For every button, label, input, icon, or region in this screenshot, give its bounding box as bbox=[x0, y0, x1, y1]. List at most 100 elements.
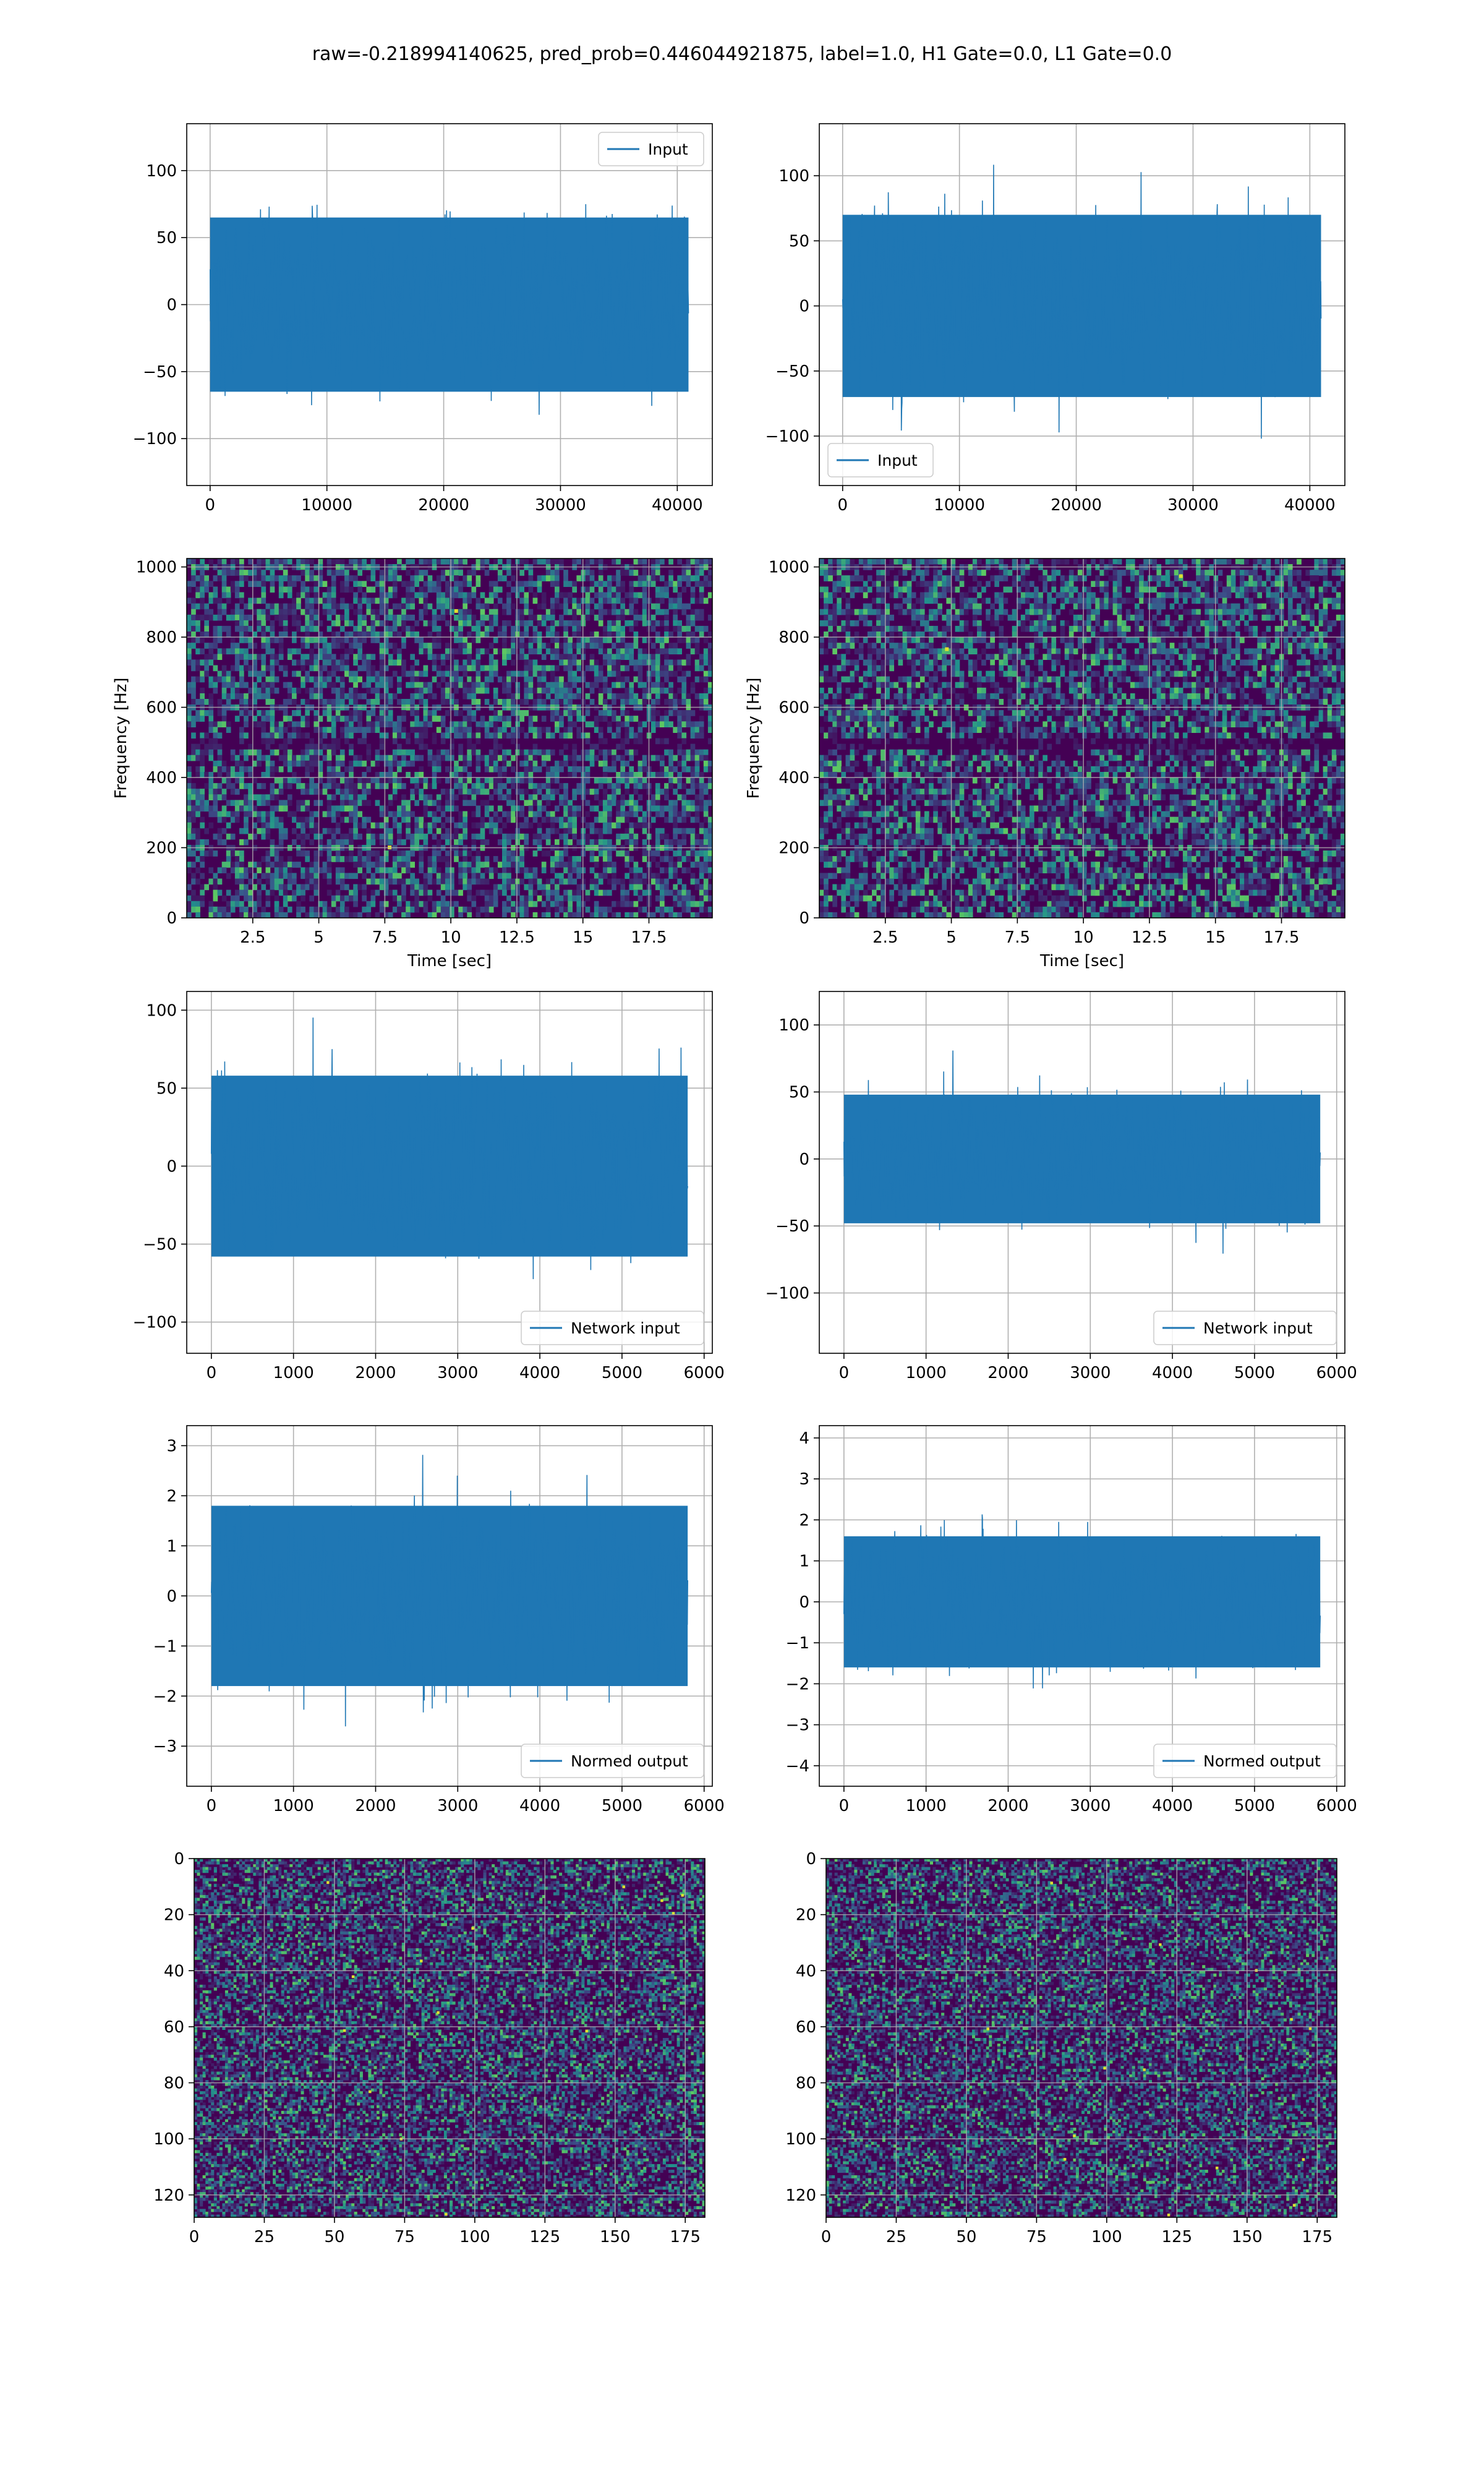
normed-output-l1-ytick-label: −3 bbox=[786, 1716, 809, 1735]
spectrogram-l1-xtick-label: 7.5 bbox=[1005, 928, 1030, 947]
network-map-l1-ytick-label: 0 bbox=[806, 1850, 816, 1868]
network-input-l1-xtick-label: 1000 bbox=[906, 1364, 947, 1382]
network-map-l1-xtick-label: 125 bbox=[1161, 2228, 1192, 2246]
network-map-h1-xtick-label: 175 bbox=[670, 2228, 701, 2246]
input-h1-xtick-label: 0 bbox=[205, 496, 216, 515]
input-h1-xtick-label: 20000 bbox=[418, 496, 469, 515]
spectrogram-l1-ylabel: Frequency [Hz] bbox=[744, 677, 763, 798]
network-input-h1-legend: Network input bbox=[521, 1311, 704, 1345]
spectrogram-h1-ytick-label: 600 bbox=[146, 699, 177, 717]
spectrogram-h1-ytick-label: 400 bbox=[146, 769, 177, 787]
network-map-h1-xtick-label: 25 bbox=[254, 2228, 275, 2246]
network-input-l1-xtick-label: 4000 bbox=[1152, 1364, 1193, 1382]
network-input-l1-xtick-label: 2000 bbox=[987, 1364, 1028, 1382]
network-map-l1-xtick-label: 25 bbox=[886, 2228, 906, 2246]
network-map-l1-ytick-label: 100 bbox=[785, 2130, 816, 2149]
network-input-l1-ytick-label: 0 bbox=[799, 1150, 809, 1169]
network-map-h1-xtick-label: 100 bbox=[459, 2228, 490, 2246]
network-input-l1-ytick-label: −50 bbox=[775, 1217, 809, 1236]
spectrogram-h1-xtick-label: 10 bbox=[441, 928, 461, 947]
input-l1-ytick-label: 100 bbox=[778, 167, 809, 186]
normed-output-l1-xtick-label: 6000 bbox=[1316, 1797, 1357, 1815]
spectrogram-h1-frame bbox=[186, 558, 713, 918]
network-input-h1-frame bbox=[186, 991, 713, 1354]
input-l1-ytick-label: 0 bbox=[799, 297, 809, 316]
normed-output-l1-xtick-label: 0 bbox=[839, 1797, 850, 1815]
network-input-l1-legend: Network input bbox=[1153, 1311, 1337, 1345]
network-map-h1-image bbox=[194, 1859, 705, 2217]
normed-output-l1-ytick-label: 1 bbox=[799, 1552, 809, 1571]
network-map-h1-xtick-label: 50 bbox=[324, 2228, 344, 2246]
normed-output-h1-xtick-label: 0 bbox=[207, 1797, 217, 1815]
network-input-h1-xtick-label: 1000 bbox=[273, 1364, 314, 1382]
network-map-l1-xtick-label: 75 bbox=[1026, 2228, 1047, 2246]
network-input-l1-ytick-label: 100 bbox=[778, 1016, 809, 1035]
spectrogram-l1-xtick-label: 15 bbox=[1205, 928, 1226, 947]
network-map-h1-ytick-label: 0 bbox=[174, 1850, 184, 1868]
normed-output-h1-ytick-label: 2 bbox=[166, 1487, 177, 1505]
input-l1-legend: Input bbox=[827, 443, 934, 477]
figure-suptitle: raw=-0.218994140625, pred_prob=0.4460449… bbox=[0, 43, 1484, 65]
network-map-l1-ytick-label: 20 bbox=[796, 1906, 816, 1925]
network-input-l1-xtick-label: 3000 bbox=[1070, 1364, 1111, 1382]
input-l1-frame bbox=[819, 123, 1345, 486]
spectrogram-h1-xtick-label: 2.5 bbox=[240, 928, 265, 947]
input-h1-series-line bbox=[210, 204, 689, 415]
normed-output-l1-ytick-label: −2 bbox=[786, 1675, 809, 1693]
network-input-h1-ytick-label: −50 bbox=[143, 1235, 177, 1254]
normed-output-h1-legend-label: Normed output bbox=[571, 1752, 688, 1770]
network-input-l1-xtick-label: 0 bbox=[839, 1364, 850, 1382]
normed-output-h1-ytick-label: 0 bbox=[166, 1587, 177, 1606]
network-map-l1-xtick-label: 175 bbox=[1302, 2228, 1333, 2246]
input-h1-legend-label: Input bbox=[648, 140, 688, 158]
network-input-l1-ytick-label: −100 bbox=[765, 1285, 809, 1303]
spectrogram-l1-frame bbox=[819, 558, 1345, 918]
spectrogram-l1-image bbox=[819, 559, 1345, 918]
normed-output-h1-ytick-label: −2 bbox=[153, 1687, 177, 1706]
network-input-h1-xtick-label: 2000 bbox=[355, 1364, 396, 1382]
input-l1-xtick-label: 0 bbox=[838, 496, 848, 515]
network-input-l1-ytick-label: 50 bbox=[789, 1084, 809, 1102]
spectrogram-h1-axes: 2.5 5 7.5 10 12.5 15 17.5 0 200 400 600 800 1000 Time… bbox=[112, 558, 713, 970]
network-input-h1-ytick-label: 0 bbox=[166, 1157, 177, 1176]
network-map-l1-axes: 0 25 50 75 100 125 150 175 0 20 40 60 80 100 120 bbox=[785, 1850, 1337, 2246]
normed-output-l1-xtick-label: 3000 bbox=[1070, 1797, 1111, 1815]
normed-output-l1-frame bbox=[819, 1425, 1345, 1787]
network-input-h1-xtick-label: 0 bbox=[207, 1364, 217, 1382]
network-map-h1-xtick-label: 0 bbox=[189, 2228, 200, 2246]
network-map-l1-frame bbox=[825, 1858, 1337, 2218]
normed-output-l1-ytick-label: 2 bbox=[799, 1511, 809, 1530]
input-h1-ytick-label: 0 bbox=[166, 296, 177, 315]
network-map-h1-frame bbox=[194, 1858, 706, 2218]
spectrogram-l1-xtick-label: 2.5 bbox=[872, 928, 898, 947]
network-input-l1-legend-label: Network input bbox=[1203, 1319, 1313, 1337]
network-input-h1-xtick-label: 4000 bbox=[519, 1364, 560, 1382]
spectrogram-h1-ylabel: Frequency [Hz] bbox=[112, 677, 130, 798]
spectrogram-h1-ytick-label: 1000 bbox=[136, 559, 177, 577]
input-l1-ytick-label: −100 bbox=[765, 427, 809, 446]
spectrogram-l1-xtick-label: 12.5 bbox=[1132, 928, 1167, 947]
input-h1-ytick-label: −100 bbox=[133, 430, 177, 448]
spectrogram-l1-ytick-label: 1000 bbox=[769, 559, 809, 577]
input-l1-axes: Input 0 10000 20000 30000 40000 −100 −50 0 50 100 bbox=[765, 123, 1345, 515]
input-l1-ytick-label: −50 bbox=[775, 362, 809, 381]
network-map-l1-ytick-label: 120 bbox=[785, 2186, 816, 2205]
normed-output-h1-axes: Normed output 0 1000 2000 3000 4000 5000 6000 −3… bbox=[153, 1425, 725, 1815]
network-map-l1-xtick-label: 0 bbox=[821, 2228, 832, 2246]
spectrogram-h1-xtick-label: 5 bbox=[313, 928, 324, 947]
spectrogram-h1-xlabel: Time [sec] bbox=[407, 952, 492, 970]
normed-output-l1-xtick-label: 1000 bbox=[906, 1797, 947, 1815]
network-input-h1-legend-label: Network input bbox=[571, 1319, 680, 1337]
network-input-h1-series-line bbox=[211, 1017, 688, 1280]
normed-output-l1-xtick-label: 4000 bbox=[1152, 1797, 1193, 1815]
input-l1-xtick-label: 30000 bbox=[1167, 496, 1219, 515]
input-l1-series-line bbox=[842, 165, 1322, 439]
spectrogram-l1-xtick-label: 5 bbox=[946, 928, 957, 947]
network-map-h1-xtick-label: 75 bbox=[394, 2228, 415, 2246]
spectrogram-l1-axes: 2.5 5 7.5 10 12.5 15 17.5 0 200 400 600 800 1000 Time… bbox=[744, 558, 1345, 970]
normed-output-h1-xtick-label: 5000 bbox=[602, 1797, 642, 1815]
normed-output-h1-xtick-label: 6000 bbox=[684, 1797, 725, 1815]
spectrogram-h1-ytick-label: 200 bbox=[146, 839, 177, 858]
